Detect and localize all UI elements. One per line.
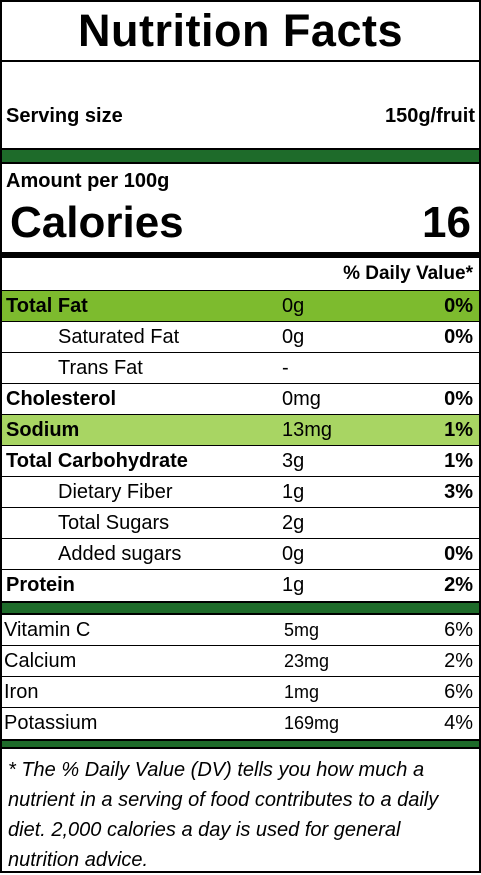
nutrient-dv: 1% xyxy=(444,449,473,472)
amount-per: Amount per 100g xyxy=(6,170,170,192)
nutrient-row-dietary-fiber: Dietary Fiber 1g 3% xyxy=(2,477,479,508)
vitamin-row-iron: Iron 1mg 6% xyxy=(2,677,479,708)
vitamin-name: Potassium xyxy=(4,712,98,734)
vitamin-dv: 6% xyxy=(444,680,473,703)
nutrient-row-sodium: Sodium 13mg 1% xyxy=(2,415,479,446)
vitamin-amount: 1mg xyxy=(284,681,320,702)
nutrient-amount: 0g xyxy=(282,325,305,348)
divider-bar xyxy=(2,739,479,749)
nutrient-row-total-fat: Total Fat 0g 0% xyxy=(2,291,479,322)
label-title: Nutrition Facts xyxy=(2,2,479,62)
vitamin-dv: 6% xyxy=(444,618,473,641)
vitamin-amount: 169mg xyxy=(284,713,340,733)
vitamin-name: Vitamin C xyxy=(4,618,91,641)
nutrient-amount: 0g xyxy=(282,294,305,317)
nutrient-name: Cholesterol xyxy=(6,387,117,410)
vitamin-name: Calcium xyxy=(4,649,77,672)
daily-value-header: % Daily Value* xyxy=(2,258,479,291)
nutrient-amount: 0mg xyxy=(282,387,321,410)
nutrient-dv: 0% xyxy=(444,325,473,348)
vitamin-row-vitamin-c: Vitamin C 5mg 6% xyxy=(2,615,479,646)
nutrient-dv: 0% xyxy=(444,542,473,565)
nutrient-row-cholesterol: Cholesterol 0mg 0% xyxy=(2,384,479,415)
nutrient-name: Added sugars xyxy=(58,542,182,565)
serving-size-label: Serving size xyxy=(6,105,123,127)
calories-value: 16 xyxy=(422,198,471,247)
nutrient-amount: 0g xyxy=(282,542,305,565)
calories-label: Calories xyxy=(10,198,184,247)
nutrient-name: Saturated Fat xyxy=(58,325,180,348)
calories-row: Calories 16 xyxy=(2,194,479,252)
nutrient-name: Sodium xyxy=(6,418,80,441)
vitamin-row-calcium: Calcium 23mg 2% xyxy=(2,646,479,677)
nutrient-name: Total Fat xyxy=(6,294,88,317)
serving-size-value: 150g/fruit xyxy=(384,105,475,127)
nutrient-dv: 0% xyxy=(444,387,473,410)
nutrient-name: Trans Fat xyxy=(58,356,143,379)
nutrient-name: Total Carbohydrate xyxy=(6,449,188,472)
footnote: * The % Daily Value (DV) tells you how m… xyxy=(8,759,439,871)
vitamin-dv: 4% xyxy=(444,712,473,734)
nutrient-row-total-carbohydrate: Total Carbohydrate 3g 1% xyxy=(2,446,479,477)
vitamin-name: Iron xyxy=(4,680,39,703)
nutrient-dv: 2% xyxy=(444,574,473,596)
nutrient-row-added-sugars: Added sugars 0g 0% xyxy=(2,539,479,570)
vitamin-dv: 2% xyxy=(444,649,473,672)
nutrient-amount: 2g xyxy=(282,511,305,534)
divider-bar xyxy=(2,148,479,164)
nutrient-amount: 1g xyxy=(282,480,305,503)
nutrient-amount: - xyxy=(282,356,289,379)
vitamin-amount: 23mg xyxy=(284,650,330,671)
nutrient-amount: 3g xyxy=(282,449,305,472)
nutrient-dv: 1% xyxy=(444,418,473,441)
nutrient-name: Dietary Fiber xyxy=(58,480,173,503)
divider-bar xyxy=(2,601,479,615)
nutrient-row-protein: Protein 1g 2% xyxy=(2,570,479,601)
serving-size-row: Serving size 150g/fruit xyxy=(2,62,479,148)
vitamin-row-potassium: Potassium 169mg 4% xyxy=(2,708,479,739)
nutrient-dv: 0% xyxy=(444,294,473,317)
nutrient-amount: 1g xyxy=(282,574,305,596)
nutrient-row-saturated-fat: Saturated Fat 0g 0% xyxy=(2,322,479,353)
nutrient-row-trans-fat: Trans Fat - xyxy=(2,353,479,384)
vitamin-amount: 5mg xyxy=(284,619,320,640)
nutrient-dv: 3% xyxy=(444,480,473,503)
nutrient-amount: 13mg xyxy=(282,418,333,441)
nutrient-name: Total Sugars xyxy=(58,511,170,534)
divider-bar xyxy=(2,252,479,258)
nutrient-name: Protein xyxy=(6,574,75,596)
nutrient-row-total-sugars: Total Sugars 2g xyxy=(2,508,479,539)
